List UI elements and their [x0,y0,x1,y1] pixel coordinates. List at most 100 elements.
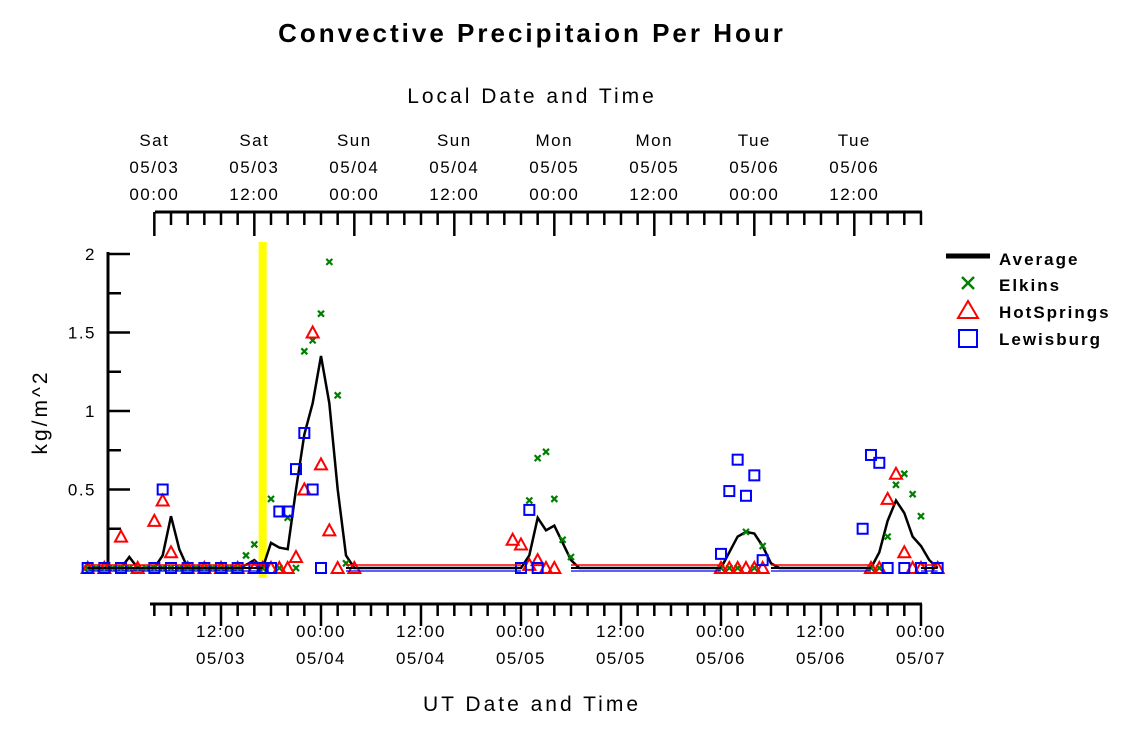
bottom-tick-label-date: 05/04 [396,649,446,668]
elkins-point [758,542,767,550]
lewisburg-point [264,562,277,574]
hotsprings-point [721,559,737,574]
lewisburg-point [531,562,544,574]
zero-baseline-markers [87,564,938,572]
lewisburg-point [756,554,769,567]
top-tick-label-time: 00:00 [729,185,779,204]
legend-lewisburg-label: Lewisburg [999,330,1102,349]
chart-title: Convective Precipitaion Per Hour [278,18,786,48]
elkins-point [742,528,750,536]
elkins-point [550,495,559,503]
highlight-band [258,242,267,578]
lewisburg-point [739,489,752,502]
top-tick-label-time: 00:00 [529,185,579,204]
top-tick-label-date: 05/03 [129,158,179,177]
lewisburg-point [856,522,869,535]
elkins-point [567,553,575,561]
legend-lewisburg-marker [958,329,978,348]
lewisburg-point [873,456,886,469]
lewisburg-point [289,463,302,476]
lewisburg-point [523,503,536,516]
hotsprings-point [888,465,904,480]
elkins-point [900,470,909,478]
hotsprings-point [546,559,563,574]
top-tick-label-date: 05/04 [329,158,379,177]
lewisburg-point [273,505,286,518]
y-tick-label: 2 [85,245,96,264]
hotsprings-point [529,552,546,567]
top-tick-label-day: Sun [437,131,472,150]
lewisburg-point [314,562,327,574]
bottom-tick-label-date: 05/06 [696,649,746,668]
hotsprings-point [513,536,529,551]
elkins-point [525,496,534,505]
lewisburg-point [723,485,736,498]
legend-hotsprings-label: HotSprings [999,303,1111,322]
series-average [87,355,939,571]
top-tick-label-time: 12:00 [829,185,879,204]
bottom-tick-label-time: 00:00 [296,622,346,641]
bottom-tick-label-date: 05/03 [196,649,246,668]
hotsprings-point [313,456,329,471]
legend-hotsprings-marker [956,299,980,319]
lewisburg-point [864,448,877,461]
top-tick-label-day: Sun [337,131,372,150]
y-tick-label: 1 [85,402,96,421]
top-tick-label-date: 05/06 [729,158,779,177]
elkins-point [300,347,309,356]
bottom-tick-label-time: 12:00 [796,622,846,641]
hotsprings-point [504,531,521,546]
lewisburg-point [748,469,761,482]
top-tick-label-date: 05/05 [629,158,679,177]
elkins-point [242,551,250,560]
top-tick-label-time: 00:00 [329,185,379,204]
top-tick-label-date: 05/05 [529,158,579,177]
lewisburg-point [731,453,744,466]
hotsprings-point [729,559,746,574]
elkins-point [542,448,550,456]
elkins-point [908,490,917,498]
legend: Average Elkins HotSprings Lewisburg [946,250,1111,349]
series-layer [79,258,946,574]
hotsprings-point [754,559,771,574]
top-tick-label-day: Sat [139,131,169,150]
top-tick-label-day: Sat [239,131,269,150]
lewisburg-point [298,426,311,439]
elkins-point [883,532,892,541]
top-axis-title: Local Date and Time [407,85,657,108]
average-line [87,355,939,571]
top-tick-label-day: Mon [636,131,674,150]
hotsprings-point [288,548,304,564]
bottom-tick-label-date: 05/06 [796,649,846,668]
bottom-tick-label-time: 12:00 [396,622,446,641]
bottom-tick-label-date: 05/05 [496,649,546,668]
top-tick-label-day: Tue [838,131,871,150]
x-axis-title: UT Date and Time [423,693,641,716]
elkins-point [317,309,325,318]
lewisburg-point [281,505,294,518]
bottom-tick-label-time: 00:00 [696,622,746,641]
hotsprings-point [113,528,129,543]
lewisburg-point [306,483,319,496]
lewisburg-point [881,562,894,574]
y-axis-title: kg/m^2 [29,369,52,454]
hotsprings-point [321,522,338,537]
elkins-point [917,512,925,520]
top-tick-label-date: 05/04 [429,158,479,177]
bottom-tick-label-time: 00:00 [496,622,546,641]
y-tick-label: 0.5 [68,481,96,500]
elkins-point [533,454,542,462]
bottom-tick-label-time: 00:00 [896,622,946,641]
top-tick-label-day: Tue [738,131,771,150]
top-tick-label-time: 12:00 [229,185,279,204]
elkins-point [292,564,300,572]
lewisburg-point [156,483,169,496]
hotsprings-point [154,492,171,507]
bottom-tick-label-time: 12:00 [196,622,246,641]
hotsprings-point [879,490,896,505]
series-lewisburg [81,426,944,574]
series-hotsprings [79,324,946,574]
elkins-point [558,535,567,544]
hotsprings-point [146,512,163,527]
